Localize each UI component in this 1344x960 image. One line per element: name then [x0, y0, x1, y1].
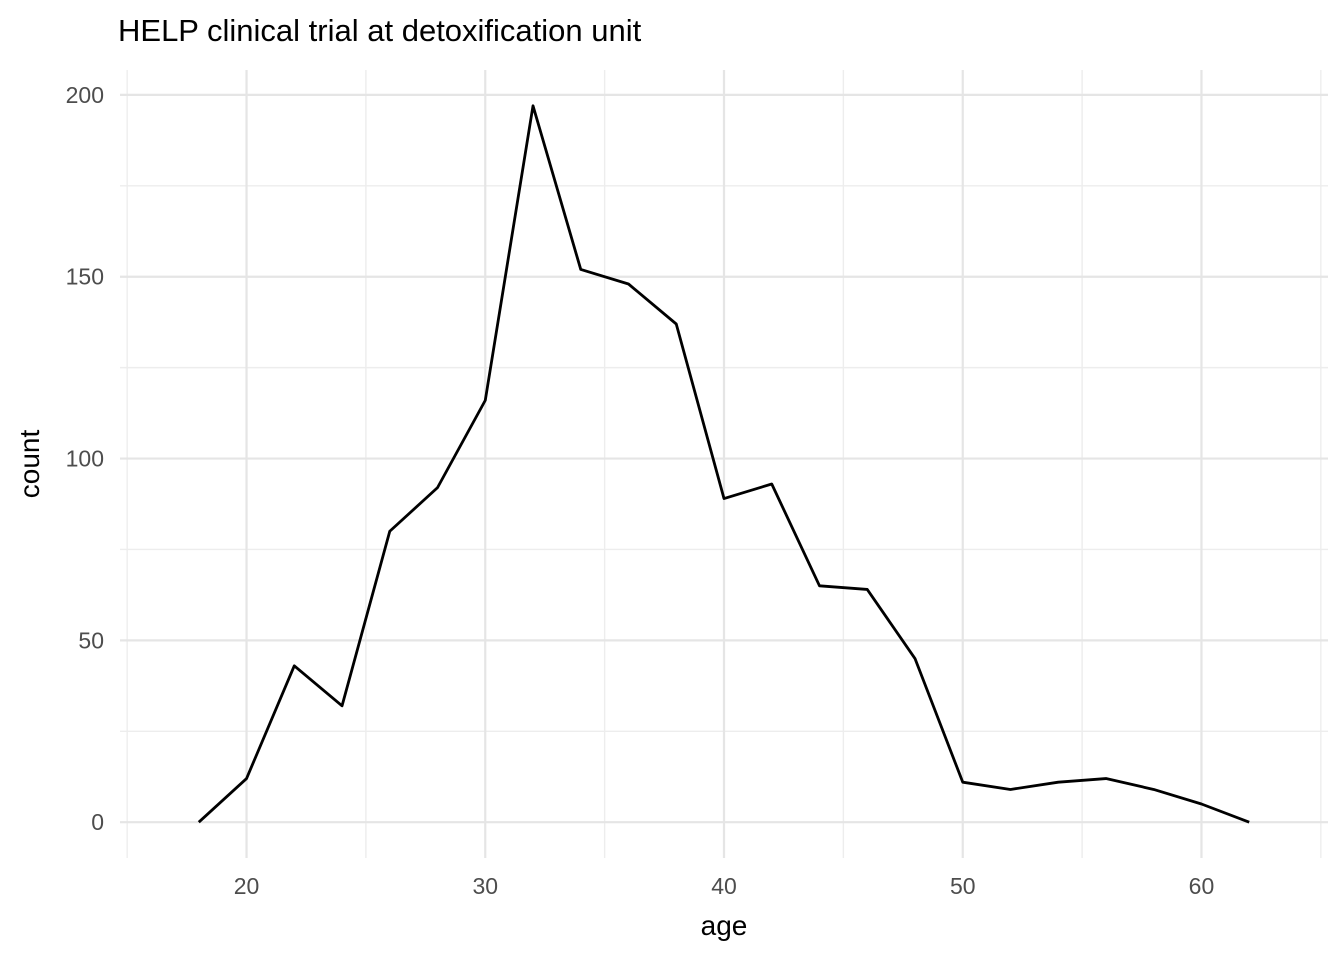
x-axis-tick-label: 60 — [1189, 873, 1215, 899]
y-axis-tick-label: 150 — [66, 264, 104, 290]
x-axis-tick-label: 20 — [234, 873, 260, 899]
x-axis-title: age — [700, 910, 748, 941]
x-axis-tick-label: 50 — [950, 873, 976, 899]
x-axis-tick-label: 40 — [711, 873, 737, 899]
data-line-count-by-age — [197, 104, 1250, 824]
y-axis-tick-label: 50 — [78, 627, 104, 653]
y-axis-tick-label: 0 — [91, 809, 104, 835]
x-axis-tick-label: 30 — [472, 873, 498, 899]
y-axis-tick-label: 100 — [66, 446, 104, 472]
y-axis-tick-label: 200 — [66, 82, 104, 108]
chart-title: HELP clinical trial at detoxification un… — [118, 13, 642, 48]
